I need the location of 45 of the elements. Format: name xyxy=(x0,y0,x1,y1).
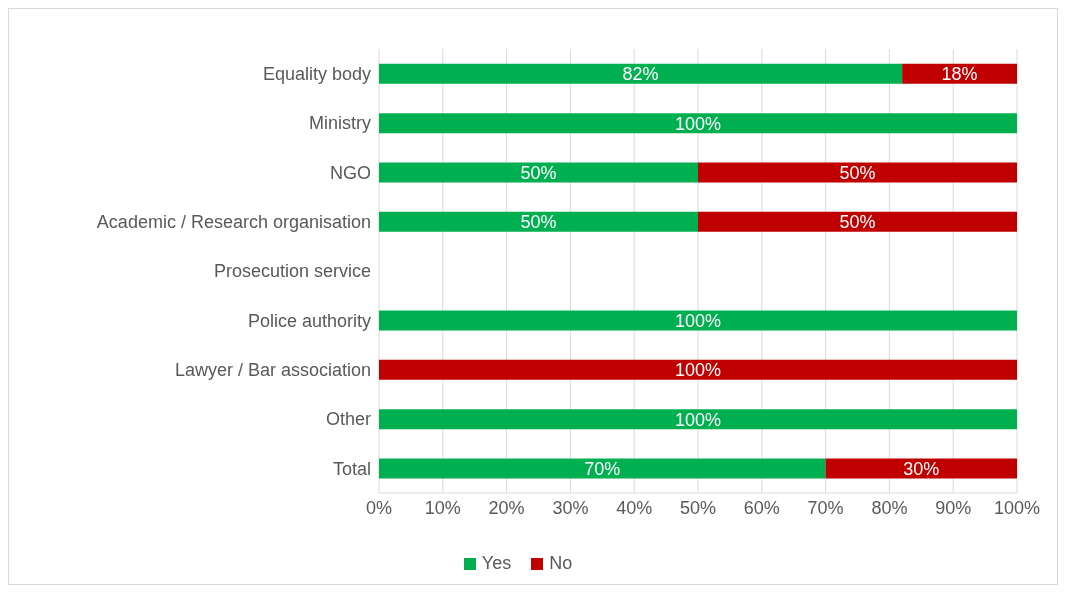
y-tick-label: Equality body xyxy=(262,64,371,85)
x-tick-label: 60% xyxy=(743,497,780,518)
x-tick-label: 40% xyxy=(616,497,653,518)
bar xyxy=(379,409,1017,430)
data-label: 70% xyxy=(584,458,621,479)
bar xyxy=(379,359,1017,380)
y-tick-label: NGO xyxy=(329,162,371,183)
data-label: 100% xyxy=(674,113,722,134)
y-tick-label: Total xyxy=(332,458,371,479)
x-tick-label: 20% xyxy=(488,497,525,518)
y-tick-label: Ministry xyxy=(309,113,371,134)
data-label: 50% xyxy=(520,212,557,233)
y-tick-label: Lawyer / Bar association xyxy=(174,360,371,381)
bar xyxy=(379,162,698,183)
bar xyxy=(698,211,1017,232)
bar xyxy=(379,310,1017,331)
legend-label: No xyxy=(548,553,573,574)
data-label: 82% xyxy=(622,64,659,85)
data-label: 50% xyxy=(520,162,557,183)
y-tick-label: Police authority xyxy=(247,310,371,331)
bar xyxy=(379,63,903,84)
bar xyxy=(825,458,1017,479)
data-label: 100% xyxy=(674,310,722,331)
data-label: 30% xyxy=(903,458,940,479)
bar xyxy=(379,211,698,232)
y-tick-label: Other xyxy=(325,409,371,430)
x-tick-label: 30% xyxy=(552,497,589,518)
x-tick-label: 0% xyxy=(365,497,393,518)
y-tick-label: Prosecution service xyxy=(213,261,371,282)
bar xyxy=(379,113,1017,134)
data-label: 100% xyxy=(674,409,722,430)
data-label: 50% xyxy=(839,212,876,233)
bar xyxy=(379,458,826,479)
x-tick-label: 10% xyxy=(424,497,461,518)
x-tick-label: 100% xyxy=(993,497,1041,518)
x-tick-label: 50% xyxy=(679,497,717,518)
legend-label: Yes xyxy=(480,553,512,574)
x-tick-label: 70% xyxy=(807,497,844,518)
data-label: 50% xyxy=(839,162,876,183)
x-tick-label: 90% xyxy=(935,497,972,518)
y-tick-label: Academic / Research organisation xyxy=(96,212,371,233)
x-tick-label: 80% xyxy=(871,497,908,518)
data-label: 18% xyxy=(941,64,978,85)
data-label: 100% xyxy=(674,360,722,381)
bar xyxy=(698,162,1017,183)
